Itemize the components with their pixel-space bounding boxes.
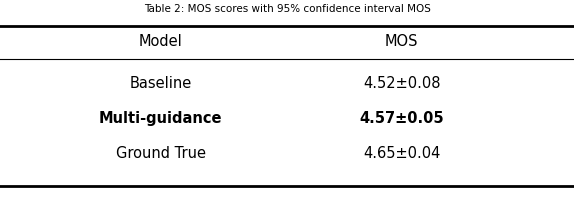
Text: Baseline: Baseline <box>130 76 192 92</box>
Text: Ground True: Ground True <box>116 146 205 161</box>
Text: MOS: MOS <box>385 34 418 49</box>
Text: Table 2: MOS scores with 95% confidence interval MOS: Table 2: MOS scores with 95% confidence … <box>144 3 430 14</box>
Text: Model: Model <box>139 34 183 49</box>
Text: Multi-guidance: Multi-guidance <box>99 111 223 126</box>
Text: 4.65±0.04: 4.65±0.04 <box>363 146 440 161</box>
Text: 4.52±0.08: 4.52±0.08 <box>363 76 441 92</box>
Text: 4.57±0.05: 4.57±0.05 <box>359 111 444 126</box>
